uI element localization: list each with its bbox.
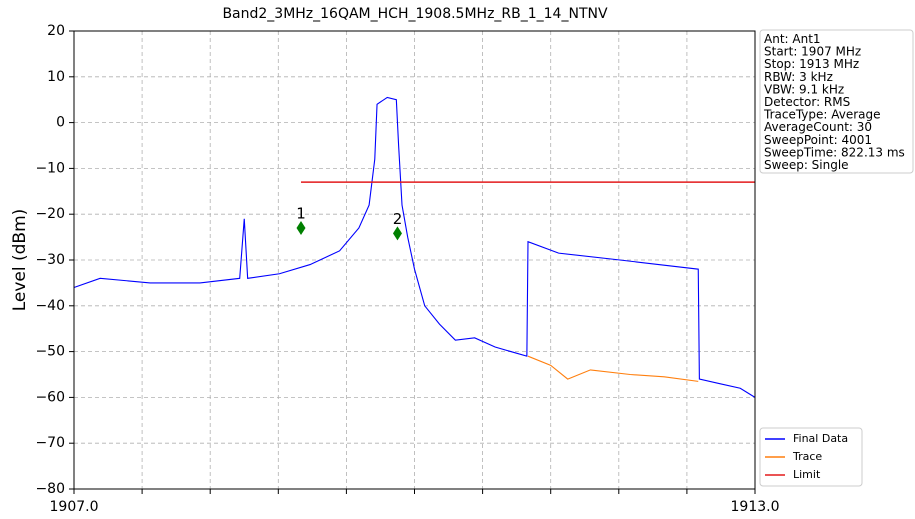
legend-label: Final Data: [793, 432, 848, 445]
plot-frame: [73, 30, 756, 490]
info-line: TraceType: Average: [763, 108, 881, 122]
series-line: [527, 355, 699, 382]
x-tick-label: 1913.0: [731, 499, 780, 515]
legend: Final Data Trace Limit: [759, 427, 863, 487]
marker-label: 2: [393, 210, 403, 228]
y-tick-label: 0: [56, 115, 65, 131]
info-frame: [759, 29, 914, 174]
y-tick-label: −80: [35, 481, 65, 497]
y-tick-label: −20: [35, 206, 65, 222]
y-tick-label: −40: [35, 298, 65, 314]
marker: [296, 220, 306, 235]
info-line: SweepPoint: 4001: [764, 133, 872, 147]
info-line: Stop: 1913 MHz: [764, 57, 859, 71]
y-tick-label: −60: [35, 389, 65, 405]
y-axis-label: Level (dBm): [10, 209, 30, 312]
info-line: Sweep: Single: [764, 158, 849, 172]
series-line: [73, 96, 756, 398]
info-line: RBW: 3 kHz: [764, 70, 833, 84]
y-tick-label: −70: [35, 435, 65, 451]
info-line: SweepTime: 822.13 ms: [764, 145, 905, 159]
chart-title: Band2_3MHz_16QAM_HCH_1908.5MHz_RB_1_14_N…: [222, 6, 608, 22]
legend-label: Trace: [792, 450, 822, 463]
y-tick-label: −10: [35, 160, 65, 176]
info-line: AverageCount: 30: [764, 120, 872, 134]
legend-frame: [759, 427, 863, 487]
y-tick-label: −50: [35, 344, 65, 360]
legend-label: Limit: [793, 468, 821, 481]
info-line: Detector: RMS: [764, 95, 850, 109]
y-tick-label: 10: [47, 69, 65, 85]
y-tick-label: −30: [35, 252, 65, 268]
x-tick-label: 1907.0: [50, 499, 99, 515]
marker: [392, 226, 402, 241]
marker-label: 1: [296, 204, 306, 222]
y-tick-label: 20: [47, 23, 65, 39]
info-line: Start: 1907 MHz: [764, 45, 861, 59]
info-line: Ant: Ant1: [764, 32, 821, 46]
info-line: VBW: 9.1 kHz: [764, 82, 844, 96]
